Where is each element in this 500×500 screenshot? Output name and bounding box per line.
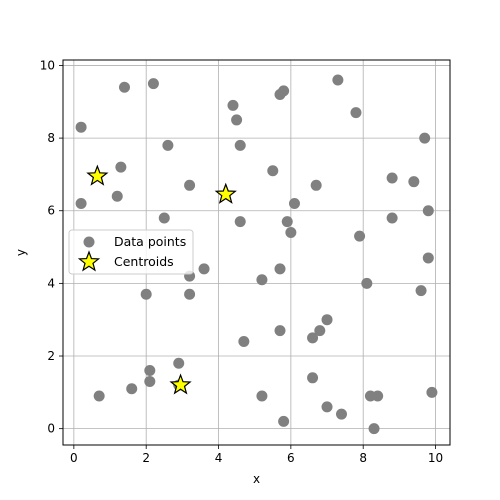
data-point [184, 288, 196, 300]
data-point [288, 197, 300, 209]
data-point [321, 401, 333, 413]
data-point [234, 139, 246, 151]
y-tick-label: 6 [47, 204, 55, 218]
data-point [227, 99, 239, 111]
y-tick-label: 2 [47, 349, 55, 363]
x-tick-label: 10 [428, 451, 443, 465]
data-point [372, 390, 384, 402]
y-tick-label: 4 [47, 276, 55, 290]
grid-lines [63, 60, 450, 445]
data-point [422, 252, 434, 264]
data-point [335, 408, 347, 420]
legend: Data points Centroids [68, 229, 194, 275]
data-point [278, 415, 290, 427]
data-point [361, 277, 373, 289]
y-tick-label: 0 [47, 422, 55, 436]
data-point [115, 161, 127, 173]
legend-label-data-points: Data points [114, 234, 186, 249]
data-point [111, 190, 123, 202]
data-point [281, 216, 293, 228]
x-tick-label: 6 [287, 451, 295, 465]
legend-label-centroids: Centroids [114, 254, 174, 269]
data-point [426, 386, 438, 398]
axis-ticks: 0 2 4 6 8 10 0 2 4 6 8 10 [40, 58, 443, 465]
x-tick-label: 0 [70, 451, 78, 465]
data-point [274, 325, 286, 337]
data-point [310, 179, 322, 191]
x-tick-label: 4 [215, 451, 223, 465]
legend-box [68, 229, 194, 275]
data-point [350, 107, 362, 119]
data-point [307, 332, 319, 344]
data-point [274, 263, 286, 275]
centroid-marker [214, 182, 237, 204]
data-point [162, 139, 174, 151]
plot-frame [62, 59, 451, 446]
data-point [386, 212, 398, 224]
data-point [144, 365, 156, 377]
data-point [278, 85, 290, 97]
x-tick-label: 2 [142, 451, 150, 465]
data-point [144, 375, 156, 387]
data-point [118, 81, 130, 93]
x-tick-label: 8 [359, 451, 367, 465]
data-point [158, 212, 170, 224]
data-point [422, 205, 434, 217]
data-point [386, 172, 398, 184]
data-point [256, 274, 268, 286]
data-point [147, 78, 159, 90]
legend-data-points-marker [83, 236, 95, 248]
y-axis-label: y [14, 249, 28, 256]
data-point [231, 114, 243, 126]
data-point [285, 227, 297, 239]
data-point [332, 74, 344, 86]
data-points-layer [75, 74, 438, 435]
y-tick-label: 10 [40, 58, 55, 72]
data-point [408, 176, 420, 188]
data-point [93, 390, 105, 402]
data-point [75, 197, 87, 209]
centroids-layer [86, 164, 237, 395]
legend-centroids-marker [77, 250, 101, 272]
centroid-marker [86, 164, 109, 186]
data-point [354, 230, 366, 242]
data-point [238, 335, 250, 347]
data-point [140, 288, 152, 300]
data-point [184, 179, 196, 191]
data-point [419, 132, 431, 144]
data-point [75, 121, 87, 133]
data-point [173, 357, 185, 369]
y-tick-label: 8 [47, 131, 55, 145]
centroid-marker [169, 373, 192, 395]
data-point [126, 383, 138, 395]
data-point [415, 285, 427, 297]
x-axis-label: x [253, 472, 260, 486]
data-point [267, 165, 279, 177]
data-point [314, 325, 326, 337]
data-point [307, 372, 319, 384]
data-point [198, 263, 210, 275]
data-point [234, 216, 246, 228]
data-point [321, 314, 333, 326]
data-point [368, 423, 380, 435]
data-point [256, 390, 268, 402]
